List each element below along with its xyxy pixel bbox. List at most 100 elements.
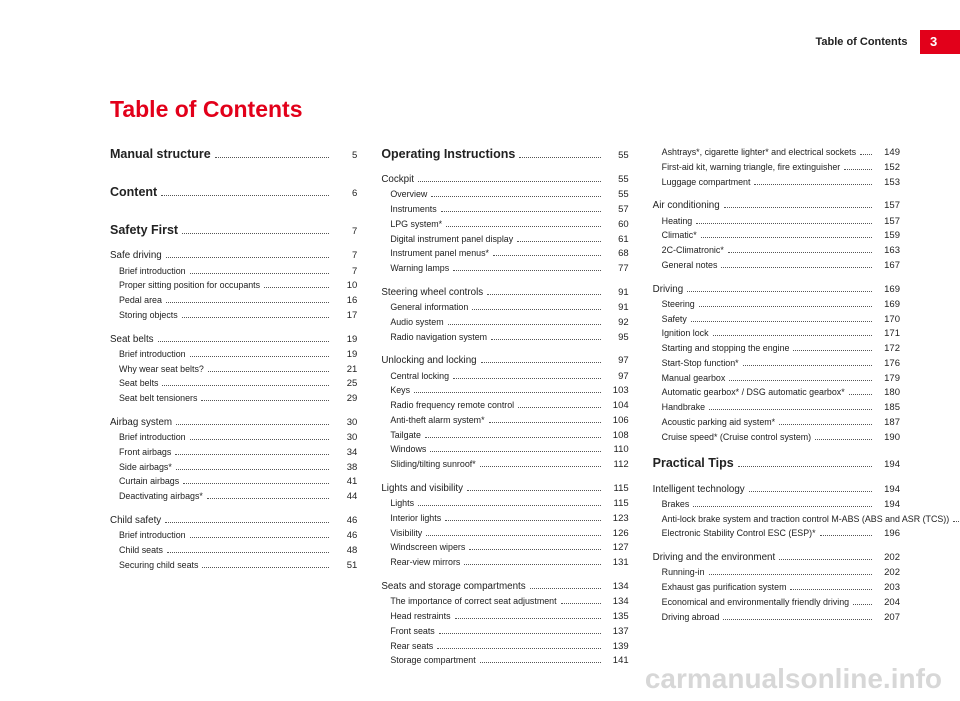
toc-label: Brief introduction xyxy=(119,431,186,444)
toc-label: Airbag system xyxy=(110,416,172,430)
toc-entry: The importance of correct seat adjustmen… xyxy=(381,595,628,609)
toc-leader-dots xyxy=(176,469,330,470)
toc-label: Driving abroad xyxy=(662,611,720,624)
toc-entry: Overview 55 xyxy=(381,188,628,202)
toc-label: Seat belts xyxy=(110,333,154,347)
toc-page-number: 112 xyxy=(605,458,629,472)
toc-leader-dots xyxy=(464,564,600,565)
toc-entry: Seats and storage compartments134 xyxy=(381,580,628,594)
toc-entry: General information91 xyxy=(381,301,628,315)
toc-entry: Heating157 xyxy=(653,215,900,229)
toc-entry: Manual structure5 xyxy=(110,145,357,163)
toc-page-number: 7 xyxy=(333,249,357,263)
toc-page-number: 149 xyxy=(876,146,900,160)
toc-leader-dots xyxy=(793,350,872,351)
toc-entry: Proper sitting position for occupants10 xyxy=(110,279,357,293)
toc-page-number: 131 xyxy=(605,556,629,570)
toc-leader-dots xyxy=(414,392,601,393)
toc-label: Heating xyxy=(662,215,693,228)
document-page: Table of Contents 3 Table of Contents Ma… xyxy=(0,0,960,701)
toc-entry: Steering169 xyxy=(653,298,900,312)
toc-leader-dots xyxy=(264,287,329,288)
toc-label: Air conditioning xyxy=(653,199,720,213)
toc-column: Manual structure5Content6Safety First7Sa… xyxy=(110,145,357,668)
toc-page-number: 48 xyxy=(333,544,357,558)
toc-label: Cruise speed* (Cruise control system) xyxy=(662,431,811,444)
toc-label: Safe driving xyxy=(110,249,162,263)
toc-label: Anti-lock brake system and traction cont… xyxy=(662,513,950,526)
toc-label: Tailgate xyxy=(390,429,421,442)
toc-leader-dots xyxy=(723,619,872,620)
toc-label: General notes xyxy=(662,259,718,272)
toc-entry: Manual gearbox 179 xyxy=(653,372,900,386)
toc-label: Economical and environmentally friendly … xyxy=(662,596,849,609)
toc-label: Seats and storage compartments xyxy=(381,580,525,594)
toc-entry: Unlocking and locking 97 xyxy=(381,354,628,368)
toc-entry: Brakes194 xyxy=(653,498,900,512)
toc-label: Electronic Stability Control ESC (ESP)* xyxy=(662,527,816,540)
toc-page-number: 55 xyxy=(605,188,629,202)
toc-page-number: 194 xyxy=(876,458,900,472)
toc-leader-dots xyxy=(472,309,600,310)
toc-leader-dots xyxy=(190,537,330,538)
toc-entry: Digital instrument panel display61 xyxy=(381,233,628,247)
toc-leader-dots xyxy=(699,306,872,307)
toc-entry: Ashtrays*, cigarette lighter* and electr… xyxy=(653,146,900,160)
toc-leader-dots xyxy=(691,321,872,322)
toc-label: Anti-theft alarm system* xyxy=(390,414,484,427)
toc-label: Manual gearbox xyxy=(662,372,726,385)
toc-leader-dots xyxy=(183,483,329,484)
toc-page-number: 46 xyxy=(333,514,357,528)
toc-entry: General notes167 xyxy=(653,259,900,273)
toc-entry: Windows110 xyxy=(381,443,628,457)
toc-entry: Driving and the environment202 xyxy=(653,551,900,565)
toc-page-number: 106 xyxy=(605,414,629,428)
toc-entry: Acoustic parking aid system*187 xyxy=(653,416,900,430)
toc-leader-dots xyxy=(687,291,872,292)
toc-page-number: 57 xyxy=(605,203,629,217)
toc-label: Ashtrays*, cigarette lighter* and electr… xyxy=(662,146,856,159)
toc-label: 2C-Climatronic* xyxy=(662,244,724,257)
toc-entry: Content6 xyxy=(110,183,357,201)
toc-label: Digital instrument panel display xyxy=(390,233,513,246)
toc-entry: Seat belts19 xyxy=(110,333,357,347)
toc-page-number: 34 xyxy=(333,446,357,460)
toc-leader-dots xyxy=(709,409,872,410)
toc-leader-dots xyxy=(431,196,600,197)
toc-page-number: 95 xyxy=(605,331,629,345)
toc-entry: Driving abroad207 xyxy=(653,611,900,625)
toc-label: Storage compartment xyxy=(390,654,475,667)
toc-entry: Air conditioning157 xyxy=(653,199,900,213)
toc-label: Overview xyxy=(390,188,427,201)
toc-leader-dots xyxy=(754,184,872,185)
toc-entry: Radio navigation system95 xyxy=(381,331,628,345)
toc-label: Unlocking and locking xyxy=(381,354,476,368)
toc-page-number: 179 xyxy=(876,372,900,386)
toc-page-number: 172 xyxy=(876,342,900,356)
toc-entry: Seat belts25 xyxy=(110,377,357,391)
toc-entry: Radio frequency remote control104 xyxy=(381,399,628,413)
toc-page-number: 97 xyxy=(605,354,629,368)
toc-page-number: 10 xyxy=(333,279,357,293)
toc-label: Front airbags xyxy=(119,446,171,459)
toc-page-number: 97 xyxy=(605,370,629,384)
toc-leader-dots xyxy=(820,535,872,536)
toc-label: Manual structure xyxy=(110,145,211,163)
toc-page-number: 126 xyxy=(605,527,629,541)
toc-leader-dots xyxy=(480,466,601,467)
toc-page-number: 187 xyxy=(876,416,900,430)
toc-leader-dots xyxy=(176,424,329,425)
toc-page-number: 21 xyxy=(333,363,357,377)
toc-entry: Central locking97 xyxy=(381,370,628,384)
toc-entry: Economical and environmentally friendly … xyxy=(653,596,900,610)
toc-label: Brief introduction xyxy=(119,348,186,361)
toc-page-number: 152 xyxy=(876,161,900,175)
toc-label: Handbrake xyxy=(662,401,705,414)
toc-page-number: 139 xyxy=(605,640,629,654)
toc-label: Storing objects xyxy=(119,309,178,322)
toc-columns: Manual structure5Content6Safety First7Sa… xyxy=(110,145,900,668)
toc-label: Automatic gearbox* / DSG automatic gearb… xyxy=(662,386,845,399)
toc-label: Radio frequency remote control xyxy=(390,399,514,412)
toc-page-number: 29 xyxy=(333,392,357,406)
toc-label: Windows xyxy=(390,443,426,456)
